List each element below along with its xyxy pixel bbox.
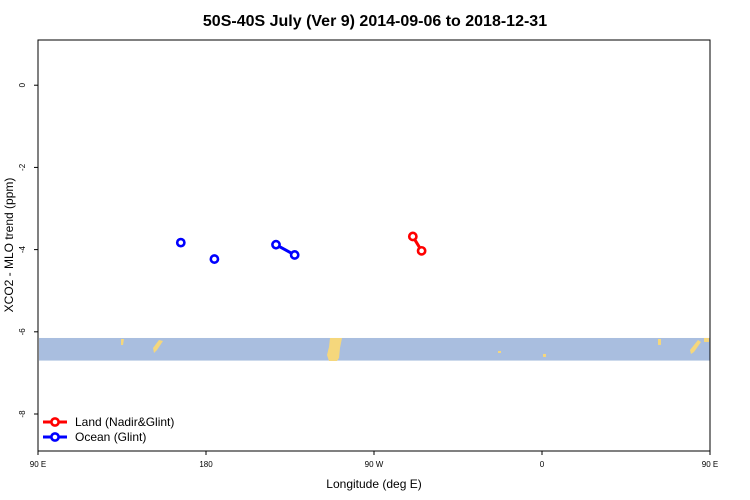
- x-tick-label: 0: [540, 460, 545, 469]
- y-tick-label: -6: [18, 328, 27, 336]
- x-tick-label: 90 W: [365, 460, 384, 469]
- legend-label: Ocean (Glint): [75, 430, 146, 444]
- land-patches: [121, 337, 709, 361]
- land-patch: [704, 337, 709, 342]
- map-strip: [39, 337, 710, 361]
- x-axis-label: Longitude (deg E): [326, 477, 421, 491]
- x-tick-label: 90 E: [702, 460, 718, 469]
- land-patch: [658, 338, 661, 345]
- data-point: [289, 250, 300, 260]
- data-point: [175, 237, 186, 248]
- y-axis-label: XCO2 - MLO trend (ppm): [2, 178, 16, 313]
- ocean-strip: [39, 337, 710, 361]
- data-point: [209, 254, 220, 264]
- x-tick-label: 90 E: [30, 460, 46, 469]
- chart-title: 50S-40S July (Ver 9) 2014-09-06 to 2018-…: [203, 13, 547, 30]
- x-axis: 90 E 180 90 W 0 90 E: [30, 451, 718, 469]
- y-tick-label: -8: [18, 410, 27, 418]
- land-patch: [153, 339, 163, 353]
- x-tick-label: 180: [199, 460, 213, 469]
- legend: Land (Nadir&Glint)Ocean (Glint): [43, 415, 174, 444]
- land-patch: [327, 337, 342, 361]
- y-tick-label: -4: [18, 246, 27, 254]
- land-patch: [543, 353, 546, 357]
- data-point: [416, 245, 427, 256]
- land-patch: [121, 338, 124, 345]
- legend-label: Land (Nadir&Glint): [75, 415, 174, 429]
- land-patch: [498, 350, 501, 353]
- y-tick-label: -2: [18, 163, 27, 171]
- land-patch: [690, 339, 701, 354]
- data-point: [407, 231, 418, 242]
- legend-marker: [50, 432, 60, 442]
- legend-marker: [50, 417, 60, 427]
- plot-frame: [37, 39, 711, 452]
- y-tick-label: 0: [18, 82, 27, 87]
- y-axis: 0 -2 -4 -6 -8: [18, 82, 38, 418]
- series-layer: [175, 231, 427, 264]
- data-point: [271, 239, 281, 250]
